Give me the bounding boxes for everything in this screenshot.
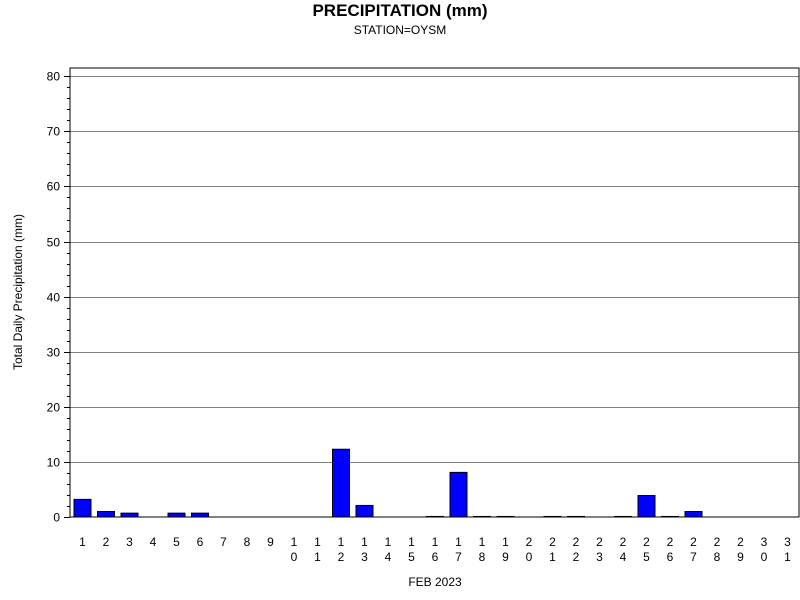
chart-subtitle: STATION=OYSM [353, 23, 447, 37]
x-tick-label: 1 [455, 535, 462, 549]
y-tick-label: 0 [53, 511, 60, 525]
bar-day-27 [684, 510, 703, 518]
x-tick-label: 1 [314, 535, 321, 549]
x-tick-label: 4 [385, 550, 392, 564]
x-tick-label: 9 [267, 535, 274, 549]
x-tick-label: 2 [103, 535, 110, 549]
x-tick-label: 5 [408, 550, 415, 564]
x-tick-label: 2 [596, 535, 603, 549]
x-tick-label: 2 [549, 535, 556, 549]
x-tick-label: 2 [667, 535, 674, 549]
bar-day-5 [167, 512, 186, 518]
x-tick-label: 2 [643, 535, 650, 549]
x-tick-label: 0 [291, 550, 298, 564]
bar-day-12 [332, 448, 350, 518]
y-tick-label: 70 [47, 125, 61, 139]
x-tick-label: 7 [455, 550, 462, 564]
x-tick-label: 5 [173, 535, 180, 549]
x-tick-label: 7 [690, 550, 697, 564]
x-tick-label: 1 [79, 535, 86, 549]
x-tick-label: 2 [338, 550, 345, 564]
x-tick-label: 6 [432, 550, 439, 564]
x-tick-label: 3 [596, 550, 603, 564]
x-tick-label: 1 [502, 535, 509, 549]
x-tick-label: 3 [761, 535, 768, 549]
x-tick-label: 4 [620, 550, 627, 564]
y-tick-label: 20 [47, 401, 61, 415]
plot-frame [69, 67, 800, 518]
chart-title: PRECIPITATION (mm) [312, 1, 488, 20]
x-tick-label: 1 [408, 535, 415, 549]
x-tick-label: 3 [126, 535, 133, 549]
x-tick-label: 8 [714, 550, 721, 564]
x-tick-label: 2 [526, 535, 533, 549]
x-tick-label: 8 [479, 550, 486, 564]
x-tick-label: 5 [643, 550, 650, 564]
x-tick-label: 1 [784, 550, 791, 564]
x-tick-label: 4 [150, 535, 157, 549]
y-tick-label: 60 [47, 180, 61, 194]
x-tick-label: 6 [197, 535, 204, 549]
y-tick-label: 50 [47, 236, 61, 250]
y-tick-label: 40 [47, 291, 61, 305]
x-tick-label: 2 [690, 535, 697, 549]
y-tick-label: 30 [47, 346, 61, 360]
x-tick-label: 2 [737, 535, 744, 549]
bar-day-3 [120, 512, 139, 518]
x-tick-label: 1 [432, 535, 439, 549]
bar-day-1 [73, 498, 92, 518]
x-tick-label: 3 [784, 535, 791, 549]
bar-day-17 [449, 471, 468, 518]
bar-day-13 [355, 504, 374, 518]
x-tick-label: 1 [361, 535, 368, 549]
x-tick-label: 2 [714, 535, 721, 549]
x-tick-label: 8 [244, 535, 251, 549]
x-tick-label: 2 [620, 535, 627, 549]
x-axis-title: FEB 2023 [408, 575, 462, 589]
x-tick-label: 1 [479, 535, 486, 549]
bar-day-2 [97, 510, 115, 518]
x-tick-label: 1 [549, 550, 556, 564]
x-tick-label: 1 [314, 550, 321, 564]
bar-day-6 [191, 512, 209, 518]
x-tick-label: 1 [291, 535, 298, 549]
x-tick-label: 6 [667, 550, 674, 564]
bar-day-25 [637, 495, 656, 518]
x-tick-label: 0 [526, 550, 533, 564]
x-tick-label: 3 [361, 550, 368, 564]
y-tick-label: 10 [47, 456, 61, 470]
x-tick-label: 2 [573, 550, 580, 564]
x-tick-label: 0 [761, 550, 768, 564]
y-tick-label: 80 [47, 70, 61, 84]
x-tick-label: 9 [502, 550, 509, 564]
x-tick-label: 9 [737, 550, 744, 564]
x-tick-label: 1 [338, 535, 345, 549]
y-axis-title: Total Daily Precipitation (mm) [11, 214, 25, 370]
x-tick-label: 7 [220, 535, 227, 549]
x-tick-label: 2 [573, 535, 580, 549]
x-tick-label: 1 [385, 535, 392, 549]
